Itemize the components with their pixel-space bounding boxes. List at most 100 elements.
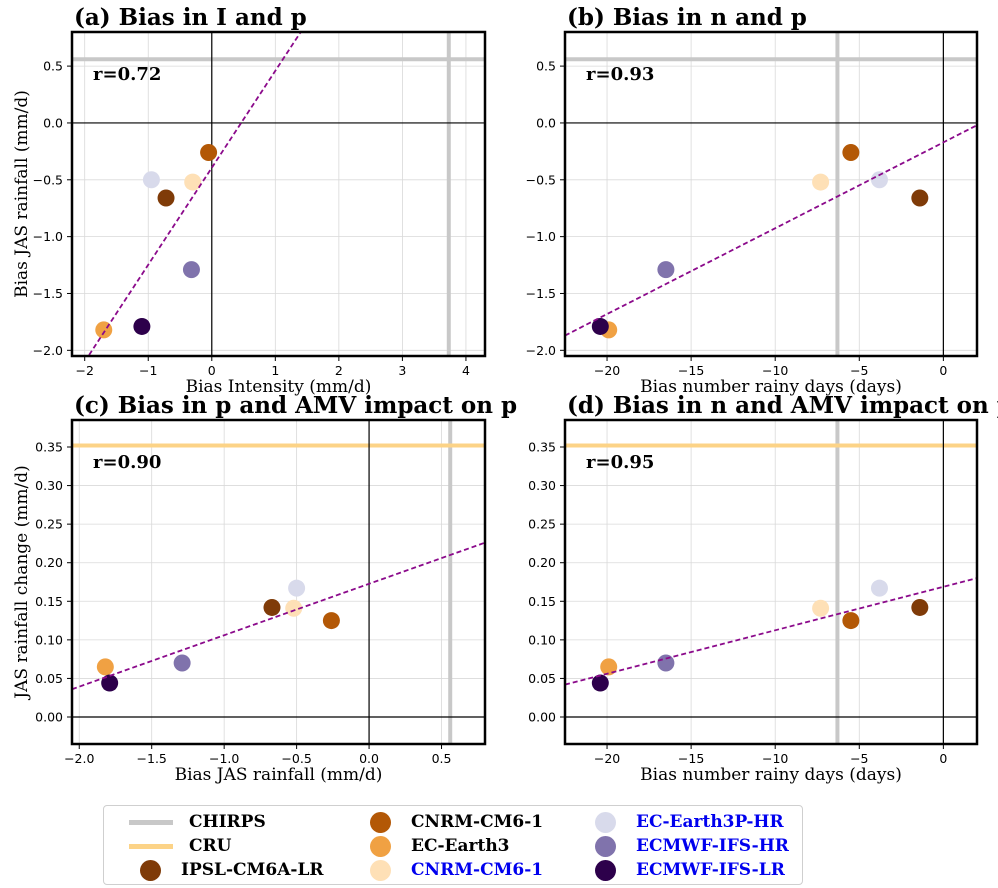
x-axis-label: Bias Intensity (mm/d)	[186, 377, 372, 397]
x-tick-label: −2	[75, 363, 93, 378]
y-tick-label: −0.5	[33, 172, 63, 187]
plot-area	[565, 420, 977, 744]
y-tick-label: 0.0	[536, 115, 556, 130]
x-tick-label: 0	[939, 751, 947, 766]
regression-line	[72, 541, 485, 691]
panel-a: −2 −1 0 1 2 3 4 −2.0 −1.5 −1.0 −0.5 0.0 0.5 (a) Bias …	[12, 4, 487, 397]
y-tick-label: 0.10	[528, 632, 556, 647]
legend: CHIRPS CRU IPSL-CM6A-LR CNRM-CM6-1 EC-Earth3…	[103, 805, 803, 885]
x-tick-label: −1.5	[137, 751, 167, 766]
legend-entry: ECMWF-IFS-LR	[584, 858, 785, 882]
y-tick-label: 0.05	[35, 671, 63, 686]
x-tick-label: −20	[594, 751, 620, 766]
correlation-label: r=0.72	[93, 64, 161, 85]
legend-label: CNRM-CM6-1	[411, 860, 544, 880]
x-tick-label: −10	[762, 363, 788, 378]
y-tick-label: −1.0	[33, 229, 63, 244]
data-point-ecmwf-ifs-lr	[101, 674, 119, 692]
legend-label: ECMWF-IFS-HR	[636, 836, 789, 856]
legend-marker-swatch	[595, 835, 616, 857]
y-tick-label: 0.35	[528, 440, 556, 455]
y-tick-label: −1.5	[526, 286, 556, 301]
data-point-ec-earth3p-hr	[142, 171, 160, 189]
axes-frame	[563, 30, 979, 358]
legend-entry: CHIRPS	[129, 810, 266, 834]
legend-entry: CRU	[129, 834, 231, 858]
data-point-ecmwf-ifs-hr	[182, 261, 200, 279]
x-tick-label: 0.0	[359, 751, 379, 766]
legend-entry: IPSL-CM6A-LR	[129, 858, 324, 882]
data-point-ecmwf-ifs-hr	[173, 654, 191, 672]
data-point-ec-earth3	[600, 658, 618, 676]
x-tick-label: −1	[139, 363, 157, 378]
data-point-cnrm-cm6-1	[842, 144, 860, 162]
panel-d: −20 −15 −10 −5 0 0.00 0.05 0.10 0.15 0.20 0.25 0.30…	[528, 392, 998, 785]
x-tick-label: −20	[594, 363, 620, 378]
panel-c: −2.0 −1.5 −1.0 −0.5 0.0 0.5 0.00 0.05 0.10 0.15 0.…	[12, 392, 517, 785]
y-tick-label: 0.05	[528, 671, 556, 686]
y-tick-label: 0.30	[35, 478, 63, 493]
correlation-label: r=0.90	[93, 452, 161, 473]
legend-label: CRU	[189, 836, 232, 856]
x-tick-label: −0.5	[281, 751, 311, 766]
x-tick-label: 3	[398, 363, 406, 378]
x-axis-label: Bias JAS rainfall (mm/d)	[175, 765, 383, 785]
data-point-cnrm-cm6-1	[322, 612, 340, 630]
data-point-ecmwf-ifs-lr	[133, 317, 151, 335]
data-point-ec-earth3	[95, 321, 113, 339]
legend-entry: ECMWF-IFS-HR	[584, 834, 789, 858]
x-tick-label: 2	[335, 363, 343, 378]
y-tick-label: −1.5	[33, 286, 63, 301]
legend-marker-swatch	[595, 811, 616, 833]
y-tick-label: 0.30	[528, 478, 556, 493]
x-tick-label: 4	[462, 363, 470, 378]
data-point-ipsl-cm6a-lr	[263, 598, 281, 616]
data-point-cnrm-cm6-1	[842, 612, 860, 630]
legend-entry: CNRM-CM6-1	[359, 858, 543, 882]
panel-title: (d) Bias in n and AMV impact on p	[567, 392, 998, 419]
regression-line	[565, 124, 977, 337]
y-tick-label: 0.25	[35, 517, 63, 532]
legend-entry: EC-Earth3P-HR	[584, 810, 784, 834]
data-point-ecmwf-ifs-lr	[591, 317, 609, 335]
data-point-ec-earth3p-hr	[870, 171, 888, 189]
x-tick-label: 1	[271, 363, 279, 378]
data-point-ec-earth3	[96, 658, 114, 676]
x-tick-label: 0.5	[432, 751, 452, 766]
legend-label: CNRM-CM6-1	[411, 812, 544, 832]
panel-title: (b) Bias in n and p	[567, 4, 807, 31]
x-tick-label: −15	[678, 751, 704, 766]
data-point-ipsl-cm6a-lr	[911, 189, 929, 207]
axes-frame	[563, 418, 979, 746]
legend-label: EC-Earth3	[411, 836, 510, 856]
x-axis-label: Bias number rainy days (days)	[640, 377, 902, 397]
legend-label: IPSL-CM6A-LR	[181, 860, 324, 880]
x-tick-label: 0	[939, 363, 947, 378]
legend-marker-swatch	[140, 859, 161, 881]
legend-label: EC-Earth3P-HR	[636, 812, 784, 832]
plot-area	[72, 420, 485, 744]
y-tick-label: 0.15	[35, 594, 63, 609]
data-point-ec-earth3p-hr	[288, 579, 306, 597]
data-point-cnrm-cm6-1	[184, 173, 202, 191]
legend-line-swatch	[129, 843, 173, 849]
y-axis-label: JAS rainfall change (mm/d)	[12, 465, 32, 701]
legend-marker-swatch	[595, 859, 616, 881]
y-tick-label: 0.15	[528, 594, 556, 609]
x-axis-label: Bias number rainy days (days)	[640, 765, 902, 785]
y-tick-label: 0.20	[35, 555, 63, 570]
y-tick-label: 0.25	[528, 517, 556, 532]
y-tick-label: −2.0	[526, 343, 556, 358]
y-tick-label: 0.5	[536, 59, 556, 74]
correlation-label: r=0.93	[586, 64, 654, 85]
data-point-ipsl-cm6a-lr	[911, 598, 929, 616]
data-point-ecmwf-ifs-hr	[657, 654, 675, 672]
y-tick-label: 0.5	[43, 59, 63, 74]
data-point-cnrm-cm6-1	[812, 599, 830, 617]
legend-label: ECMWF-IFS-LR	[636, 860, 785, 880]
axes-frame	[70, 30, 487, 358]
panel-b: −20 −15 −10 −5 0 −2.0 −1.5 −1.0 −0.5 0.0 0.5 (b) Bi…	[526, 4, 979, 397]
data-point-ec-earth3p-hr	[870, 579, 888, 597]
x-tick-label: −10	[762, 751, 788, 766]
